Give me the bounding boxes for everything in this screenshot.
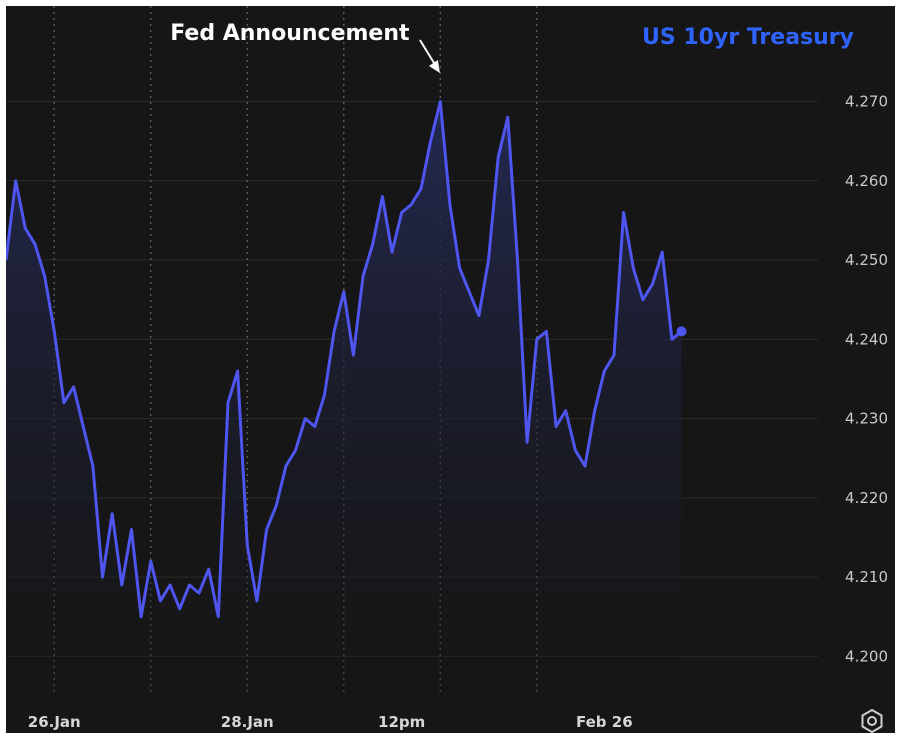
x-tick-label: 28.Jan bbox=[221, 713, 274, 731]
y-tick-label: 4.260 bbox=[845, 172, 888, 190]
y-axis-ticks: 4.200 4.210 4.220 4.230 4.240 4.250 4.260 4.270 bbox=[845, 92, 888, 665]
y-tick-label: 4.210 bbox=[845, 568, 888, 586]
y-tick-label: 4.200 bbox=[845, 647, 888, 665]
y-tick-label: 4.270 bbox=[845, 92, 888, 110]
y-tick-label: 4.240 bbox=[845, 330, 888, 348]
x-tick-label: 12pm bbox=[378, 713, 425, 731]
annotation-label: Fed Announcement bbox=[170, 21, 410, 46]
settings-icon[interactable] bbox=[861, 708, 883, 733]
series-name: US 10yr Treasury bbox=[642, 25, 854, 50]
chart-container: 4.200 4.210 4.220 4.230 4.240 4.250 4.260 4.270… bbox=[6, 6, 895, 733]
y-tick-label: 4.220 bbox=[845, 489, 888, 507]
y-tick-label: 4.230 bbox=[845, 410, 888, 428]
y-tick-label: 4.250 bbox=[845, 251, 888, 269]
annotation-arrow bbox=[419, 39, 440, 73]
series-line bbox=[6, 100, 683, 619]
x-axis-ticks: 26.Jan 28.Jan 12pm Feb 26 bbox=[28, 713, 633, 731]
series-area-fill bbox=[6, 101, 682, 696]
last-data-point[interactable] bbox=[676, 326, 687, 337]
x-tick-label: Feb 26 bbox=[576, 713, 633, 731]
x-tick-label: 26.Jan bbox=[28, 713, 81, 731]
chart-svg: 4.200 4.210 4.220 4.230 4.240 4.250 4.260 4.270… bbox=[6, 6, 888, 733]
